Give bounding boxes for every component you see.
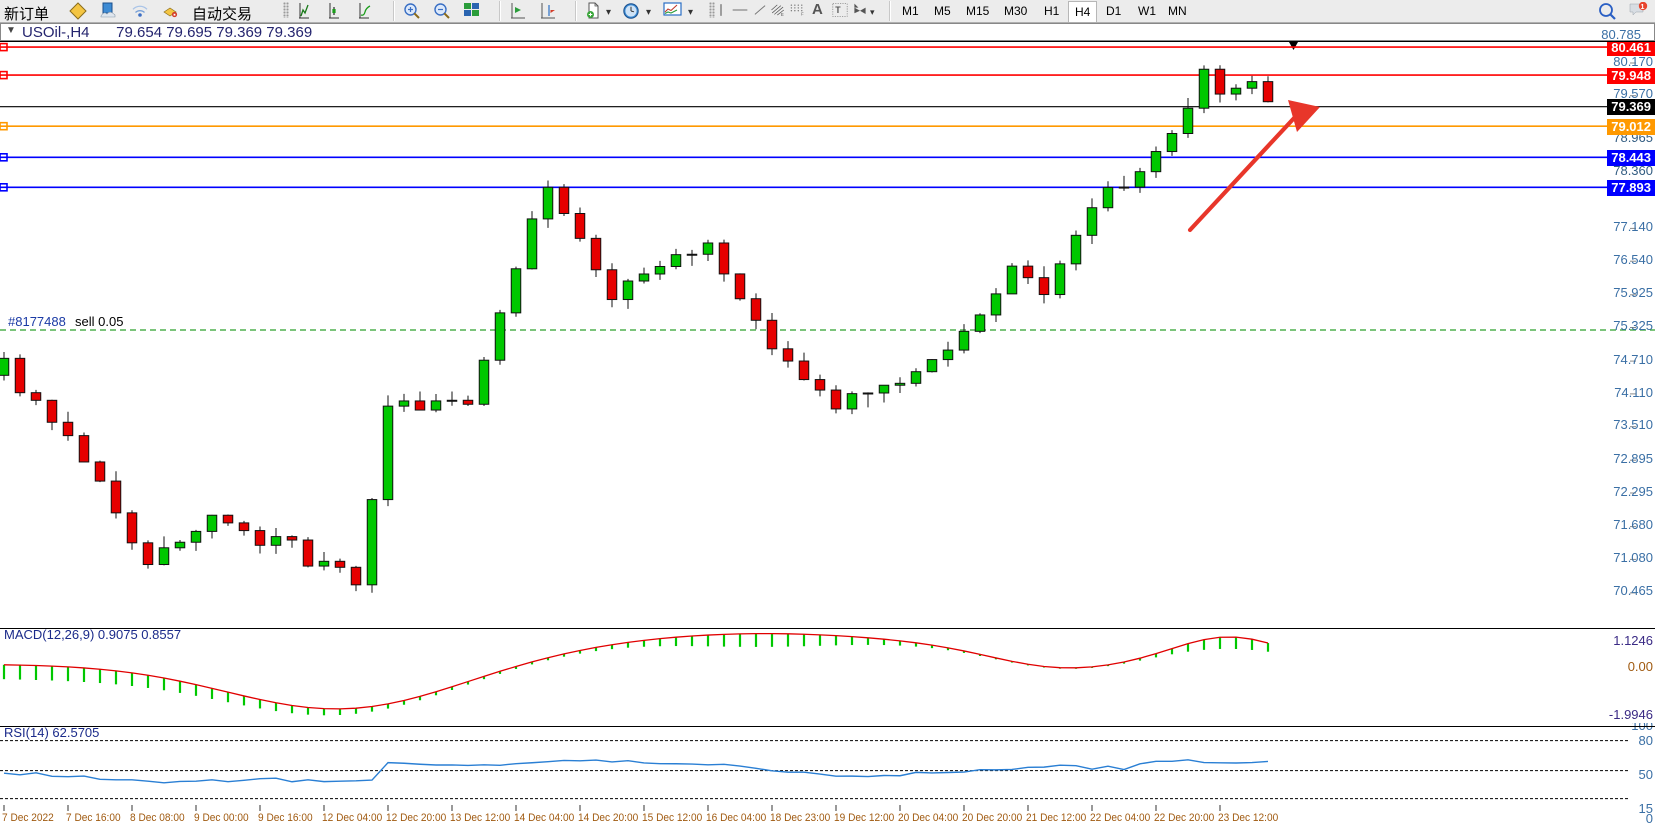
svg-text:#8177488: #8177488 bbox=[8, 314, 66, 329]
svg-text:T: T bbox=[835, 5, 841, 15]
svg-text:F: F bbox=[801, 12, 804, 17]
svg-text:sell 0.05: sell 0.05 bbox=[75, 314, 123, 329]
svg-text:1: 1 bbox=[1641, 4, 1645, 11]
svg-text:E: E bbox=[781, 12, 784, 17]
